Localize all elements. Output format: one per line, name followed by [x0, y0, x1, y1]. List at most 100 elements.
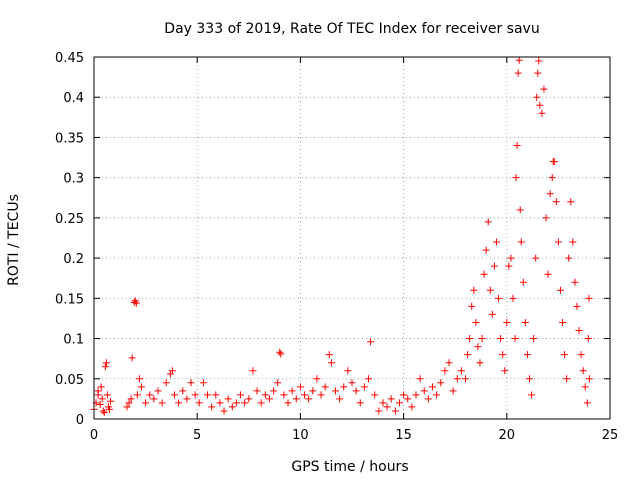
- data-point: [284, 399, 292, 407]
- data-point: [199, 379, 207, 387]
- data-point: [464, 351, 472, 359]
- data-point: [228, 403, 236, 411]
- data-point: [457, 367, 465, 375]
- data-point: [336, 395, 344, 403]
- data-point: [528, 391, 536, 399]
- data-point: [107, 397, 115, 405]
- data-point: [288, 387, 296, 395]
- data-point: [505, 262, 513, 270]
- data-point: [237, 391, 245, 399]
- data-point: [535, 57, 543, 65]
- data-point: [517, 238, 525, 246]
- x-axis-label: GPS time / hours: [291, 459, 408, 475]
- data-points: [90, 56, 593, 417]
- data-point: [486, 286, 494, 294]
- data-point: [552, 198, 560, 206]
- data-point: [476, 359, 484, 367]
- data-point: [360, 383, 368, 391]
- data-point: [546, 190, 554, 198]
- data-point: [530, 335, 538, 343]
- data-point: [501, 367, 509, 375]
- data-point: [433, 391, 441, 399]
- data-point: [212, 391, 220, 399]
- data-point: [474, 343, 482, 351]
- data-point: [232, 399, 240, 407]
- data-point: [265, 395, 273, 403]
- data-point: [468, 302, 476, 310]
- data-point: [575, 327, 583, 335]
- data-point: [371, 391, 379, 399]
- data-point: [292, 395, 300, 403]
- data-point: [183, 395, 191, 403]
- data-point: [142, 399, 150, 407]
- data-point: [449, 387, 457, 395]
- data-point: [98, 395, 106, 403]
- data-point: [365, 375, 373, 383]
- x-tick-label: 0: [90, 428, 98, 443]
- data-point: [128, 354, 136, 362]
- data-point: [97, 383, 105, 391]
- data-point: [441, 367, 449, 375]
- data-point: [548, 174, 556, 182]
- data-point: [462, 375, 470, 383]
- data-point: [261, 391, 269, 399]
- data-point: [453, 375, 461, 383]
- data-point: [534, 69, 542, 77]
- data-point: [249, 367, 257, 375]
- data-point: [191, 391, 199, 399]
- data-point: [102, 359, 110, 367]
- y-tick-label: 0.3: [63, 172, 84, 187]
- data-point: [561, 351, 569, 359]
- y-tick-label: 0.25: [55, 212, 84, 227]
- x-tick-label: 10: [292, 428, 309, 443]
- y-tick-label: 0.1: [63, 333, 84, 348]
- data-point: [540, 85, 548, 93]
- data-point: [577, 351, 585, 359]
- data-point: [187, 379, 195, 387]
- grid-lines: [94, 57, 610, 419]
- data-point: [521, 318, 529, 326]
- data-point: [375, 407, 383, 415]
- data-point: [132, 299, 140, 307]
- data-point: [395, 399, 403, 407]
- data-point: [523, 351, 531, 359]
- y-tick-label: 0.35: [55, 131, 84, 146]
- y-tick-label: 0.4: [63, 91, 84, 106]
- data-point: [99, 407, 107, 415]
- data-point: [216, 399, 224, 407]
- data-point: [94, 387, 102, 395]
- data-point: [490, 262, 498, 270]
- data-point: [478, 335, 486, 343]
- data-point: [544, 270, 552, 278]
- data-point: [168, 367, 176, 375]
- data-point: [514, 69, 522, 77]
- data-point: [492, 238, 500, 246]
- plot-frame: [93, 56, 611, 420]
- data-point: [325, 351, 333, 359]
- data-point: [538, 109, 546, 117]
- data-point: [137, 383, 145, 391]
- data-point: [224, 395, 232, 403]
- data-point: [204, 391, 212, 399]
- data-point: [408, 403, 416, 411]
- data-point: [135, 375, 143, 383]
- data-point: [277, 350, 285, 358]
- data-point: [507, 254, 515, 262]
- data-point: [367, 338, 375, 346]
- data-point: [437, 379, 445, 387]
- data-point: [519, 278, 527, 286]
- data-point: [470, 286, 478, 294]
- data-point: [526, 375, 534, 383]
- data-point: [158, 399, 166, 407]
- data-point: [532, 254, 540, 262]
- chart-title: Day 333 of 2019, Rate Of TEC Index for r…: [164, 21, 539, 37]
- data-point: [241, 399, 249, 407]
- data-point: [301, 391, 309, 399]
- data-point: [542, 214, 550, 222]
- data-point: [245, 395, 253, 403]
- data-point: [412, 391, 420, 399]
- data-point: [352, 387, 360, 395]
- data-point: [344, 367, 352, 375]
- data-point: [383, 403, 391, 411]
- data-point: [257, 399, 265, 407]
